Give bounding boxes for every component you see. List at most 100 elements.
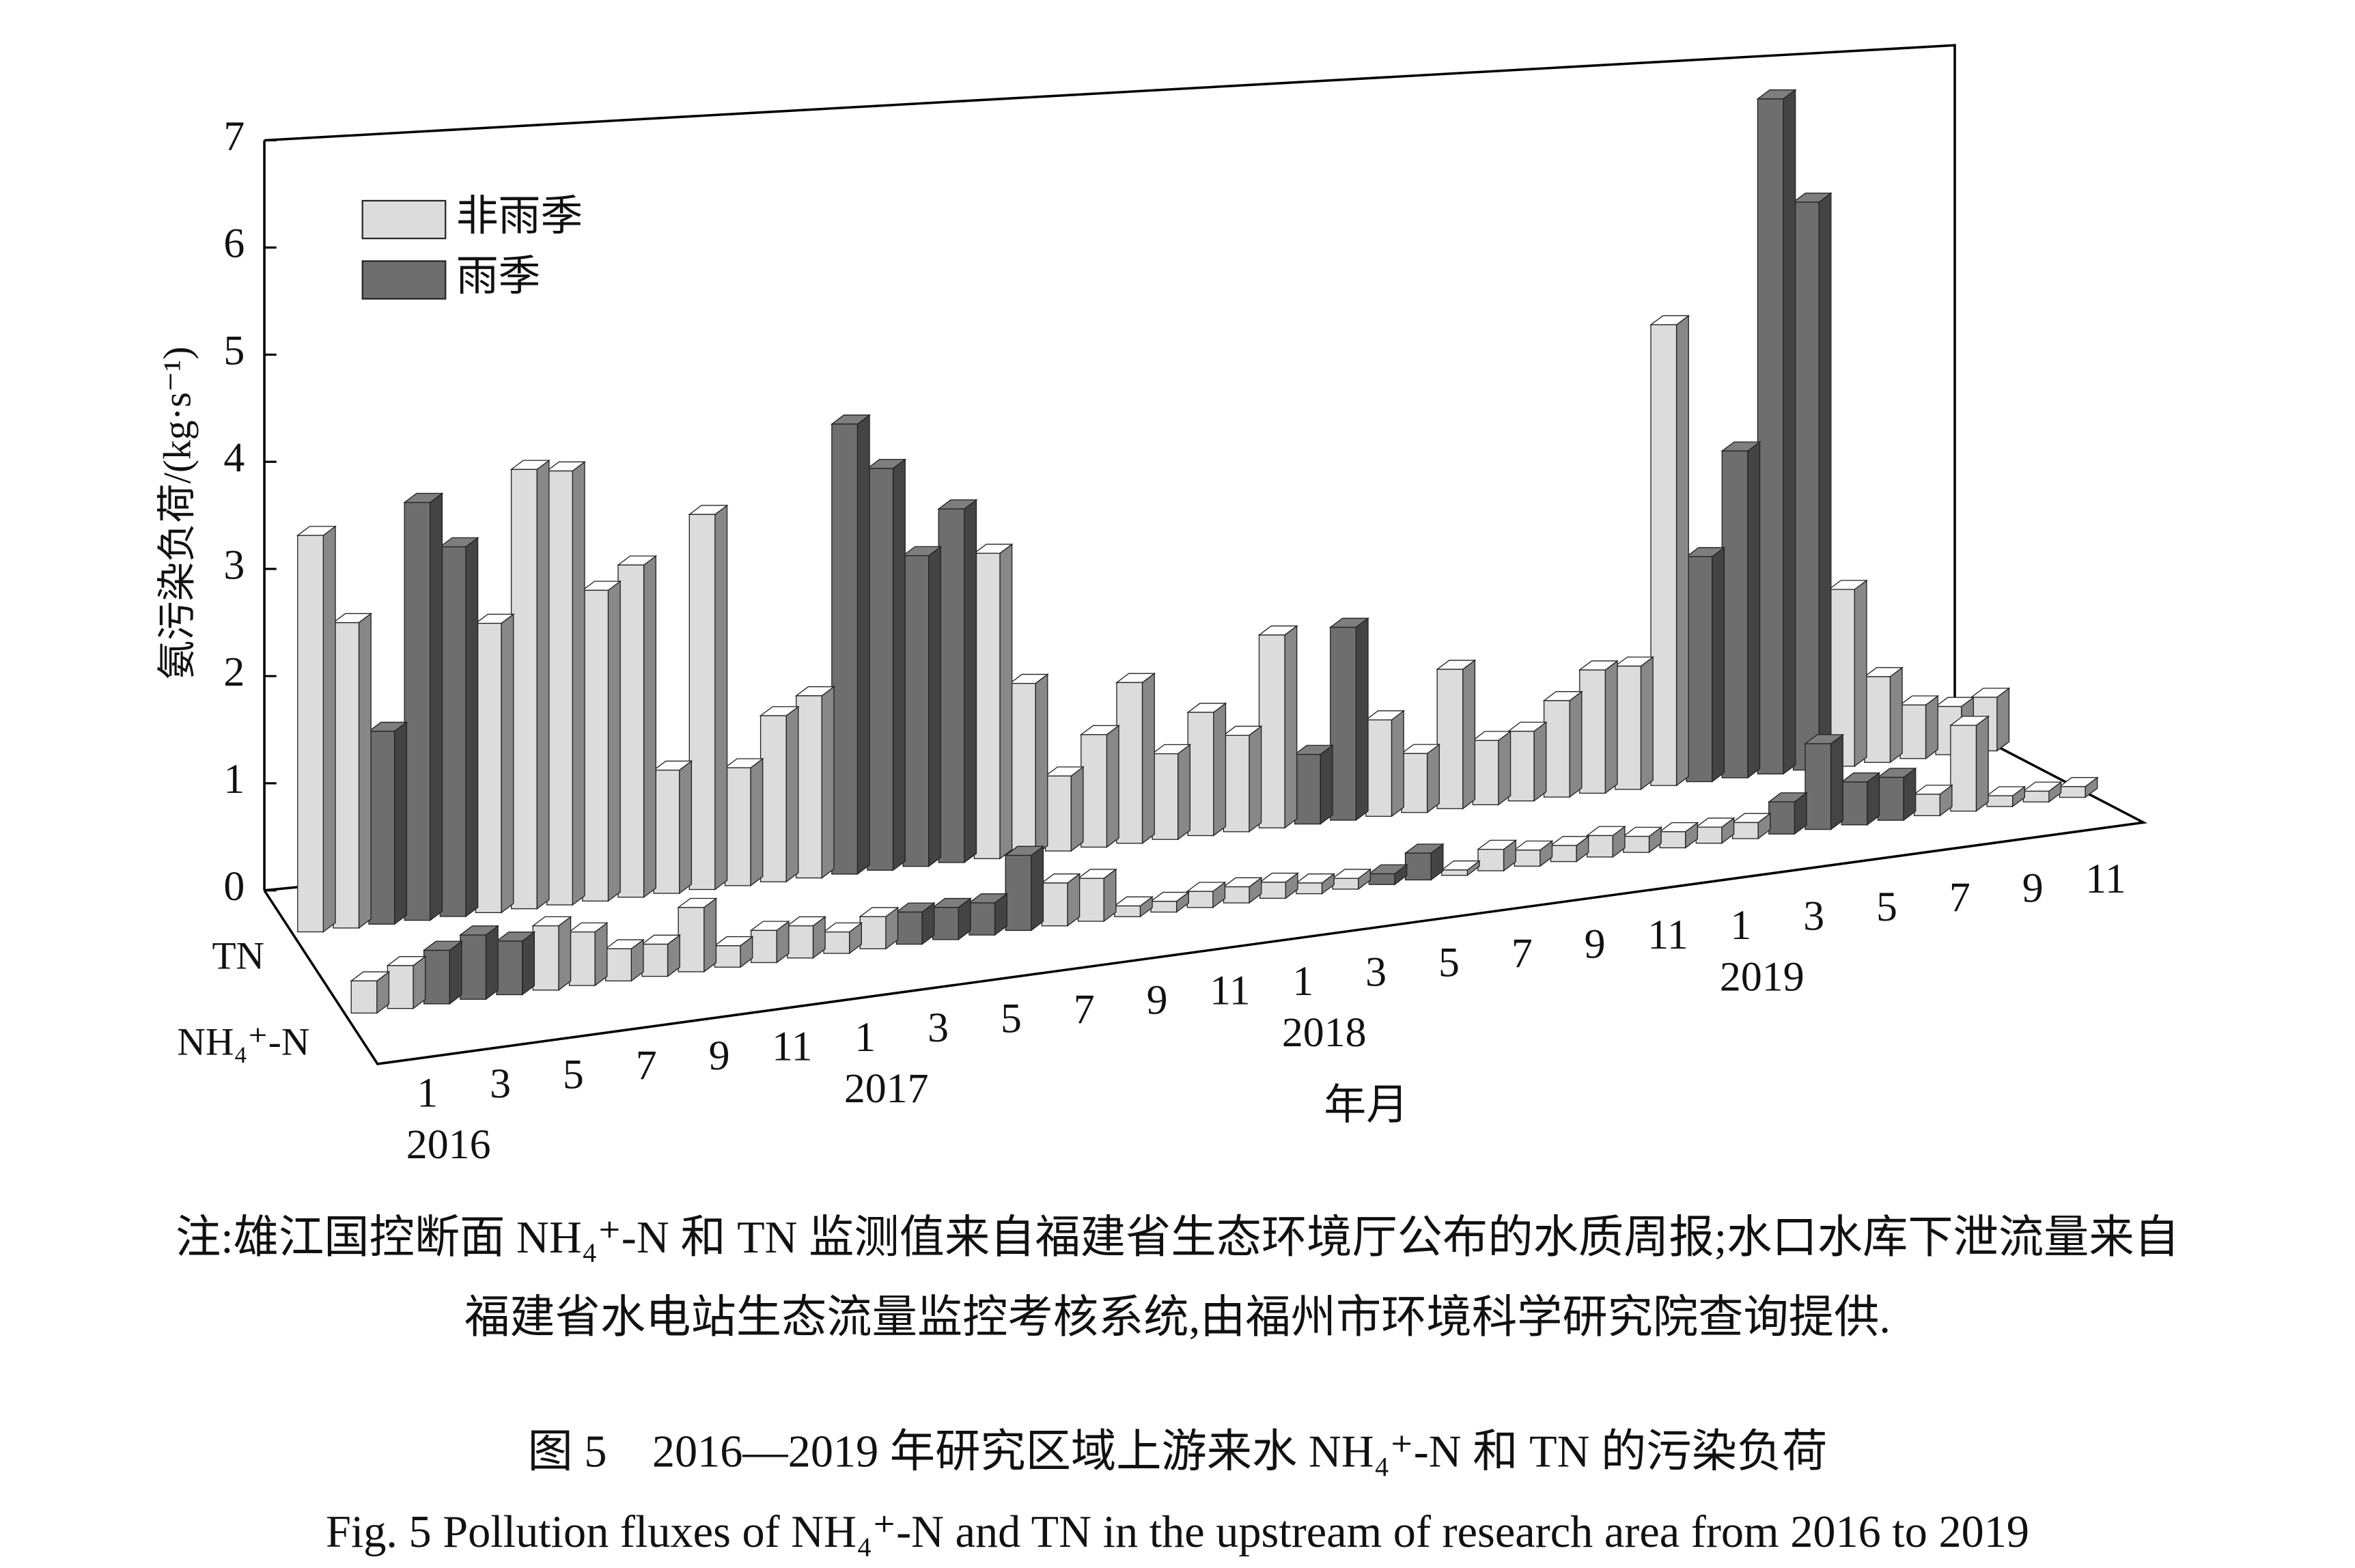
bar-side <box>1249 725 1262 833</box>
x-tick-label: 11 <box>1210 968 1251 1014</box>
x-tick-label: 9 <box>709 1033 730 1079</box>
bar <box>1543 700 1570 798</box>
bar-side <box>928 546 942 867</box>
bar-side <box>1035 673 1048 856</box>
bar <box>1258 634 1285 828</box>
bar-side <box>322 525 336 933</box>
bar <box>796 695 822 879</box>
bar-side <box>1533 721 1547 802</box>
bar <box>938 508 965 863</box>
bar <box>1623 835 1650 853</box>
bar-side <box>358 613 372 929</box>
bar-side <box>1925 695 1938 760</box>
bar <box>973 552 1001 860</box>
x-tick-label: 1 <box>1730 902 1751 949</box>
bar <box>605 948 632 982</box>
x-tick-label: 1 <box>417 1070 438 1117</box>
bar <box>1877 776 1904 821</box>
x-tick-label: 5 <box>1001 996 1022 1042</box>
bar-side <box>1391 710 1404 817</box>
bar <box>1804 743 1832 830</box>
bar-side <box>465 537 479 918</box>
bar-side <box>1426 743 1440 814</box>
legend-label: 雨季 <box>456 253 541 300</box>
bar <box>1615 665 1642 790</box>
year-label: 2016 <box>406 1121 491 1168</box>
bar-side <box>501 613 514 914</box>
bar <box>653 770 680 894</box>
note: 福建省水电站生态流量监控考核系统,由福州市环境科学研究院查询提供. <box>464 1293 1891 1343</box>
bar-side <box>1106 725 1119 848</box>
row-label: NH₄⁺-N <box>177 1021 309 1064</box>
bar <box>1009 683 1036 856</box>
bar <box>423 949 450 1005</box>
bar <box>1986 795 2013 807</box>
x-tick-label: 1 <box>854 1014 876 1061</box>
bar-side <box>821 686 835 879</box>
bar <box>297 535 324 933</box>
bar <box>617 564 645 898</box>
bar <box>1899 704 1927 759</box>
bar-side <box>536 459 550 910</box>
x-tick-label: 5 <box>563 1051 584 1097</box>
bar <box>1077 878 1104 922</box>
bar <box>1296 882 1323 895</box>
bar <box>1259 882 1286 899</box>
bar <box>1223 735 1250 832</box>
bar <box>404 502 431 921</box>
row-label: TN <box>212 935 264 978</box>
x-tick-label: 11 <box>2085 856 2126 902</box>
x-tick-label: 11 <box>772 1024 813 1070</box>
bar <box>1332 878 1359 890</box>
bar-side <box>1355 617 1369 822</box>
bar <box>1950 725 1977 812</box>
bar <box>1368 873 1395 885</box>
bar <box>823 931 850 954</box>
x-tick-label: 5 <box>1438 940 1460 986</box>
bar-side <box>1830 733 1843 830</box>
bar-side <box>558 916 572 992</box>
bar <box>1792 201 1820 771</box>
bar <box>714 945 741 968</box>
bar <box>1223 886 1250 904</box>
x-tick-label: 9 <box>1147 977 1168 1023</box>
x-tick-label: 9 <box>1585 921 1606 967</box>
bar-side <box>430 492 443 921</box>
year-label: 2018 <box>1282 1009 1367 1056</box>
legend-swatch <box>361 260 447 300</box>
bar-side <box>1783 89 1796 775</box>
bar <box>1757 98 1784 774</box>
bar <box>760 715 787 882</box>
bar-side <box>1889 667 1903 764</box>
bar <box>1365 719 1393 817</box>
bar <box>582 589 609 902</box>
y-tick-label: 5 <box>223 328 245 374</box>
x-tick-label: 7 <box>636 1042 657 1089</box>
bar-side <box>485 925 499 1000</box>
x-tick-label: 7 <box>1949 874 1970 921</box>
bar-side <box>607 580 621 902</box>
back-wall <box>264 44 1956 725</box>
bar-side <box>1975 715 1989 812</box>
bar <box>1768 801 1796 835</box>
bar-side <box>1177 744 1190 841</box>
y-tick-label: 7 <box>223 113 245 160</box>
bar <box>1186 891 1214 908</box>
year-label: 2019 <box>1720 953 1804 1000</box>
bar <box>1081 734 1108 848</box>
bar-side <box>750 757 764 887</box>
bar <box>1404 852 1432 881</box>
bar <box>1436 669 1464 809</box>
bar-side <box>1462 659 1476 810</box>
bar <box>1441 869 1468 876</box>
bar <box>787 925 814 959</box>
bar <box>859 916 887 949</box>
x-tick-label: 11 <box>1647 912 1688 958</box>
bar <box>867 468 894 871</box>
bar <box>1477 848 1505 871</box>
bar-side <box>1284 625 1298 829</box>
bar <box>895 911 923 945</box>
bar <box>1507 731 1535 802</box>
bar <box>475 623 502 913</box>
bar-side <box>1031 845 1044 932</box>
